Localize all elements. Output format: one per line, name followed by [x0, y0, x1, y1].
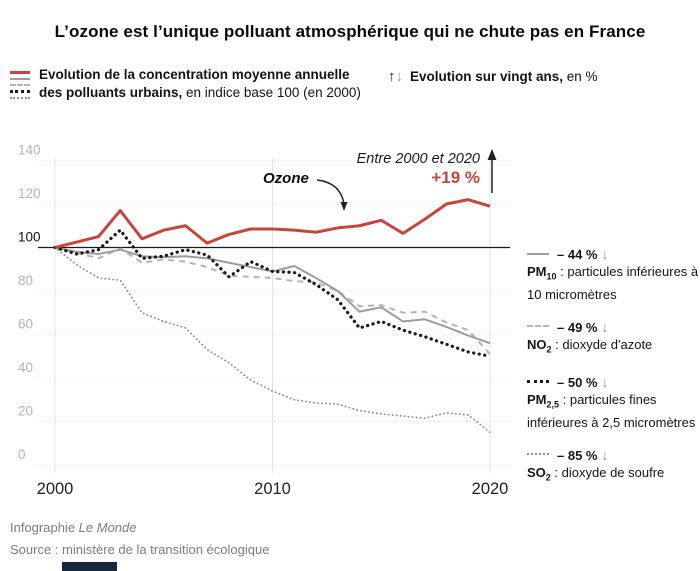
svg-text:80: 80 [18, 273, 33, 288]
svg-text:100: 100 [18, 230, 41, 245]
credit-name: Le Monde [78, 520, 137, 535]
pm25-symbol: PM2,5 [527, 392, 560, 410]
so2-change: – 85 % [557, 447, 598, 463]
series-legend: Evolution de la concentration moyenne an… [10, 66, 361, 103]
side-legend: – 44 % ↓ PM10 : particules inférieures à… [527, 246, 700, 502]
cropped-footer-element [62, 562, 117, 571]
no2-change: – 49 % [557, 319, 598, 335]
change-legend-bold: Evolution sur vingt ans, [410, 69, 564, 84]
so2-line-swatch [527, 453, 549, 456]
legend-entry-pm25: – 50 % ↓ PM2,5 : particules fines inféri… [527, 374, 700, 431]
down-arrow-icon: ↓ [395, 68, 404, 85]
ozone-series-label: Ozone [263, 170, 309, 187]
down-arrow-icon: ↓ [601, 446, 609, 464]
red-line-swatch [10, 71, 30, 74]
change-legend-regular: en % [563, 69, 598, 84]
down-arrow-icon: ↓ [601, 374, 609, 392]
down-arrow-icon: ↓ [601, 318, 609, 336]
range-annotation: Entre 2000 et 2020 [353, 151, 483, 167]
svg-text:60: 60 [18, 317, 33, 332]
credit-line: Infographie Le Monde [10, 520, 137, 535]
so2-desc: : dioxyde de soufre [550, 464, 665, 480]
pm10-change: – 44 % [557, 247, 598, 262]
legend-entry-no2: – 49 % ↓ NO2 : dioxyde d'azote [527, 319, 700, 359]
credit-prefix: Infographie [10, 520, 79, 535]
svg-text:0: 0 [18, 447, 26, 462]
pm25-change: – 50 % [557, 375, 598, 391]
no2-desc: : dioxyde d'azote [551, 336, 653, 352]
so2-symbol: SO2 [527, 464, 551, 483]
pm10-line-swatch [527, 252, 549, 255]
svg-text:2000: 2000 [37, 480, 74, 498]
svg-text:2010: 2010 [254, 480, 291, 498]
svg-text:140: 140 [18, 143, 41, 158]
gray-line-swatch [10, 78, 30, 80]
page-title: L’ozone est l’unique polluant atmosphéri… [54, 22, 646, 41]
source-line: Source : ministère de la transition écol… [10, 542, 270, 557]
no2-symbol: NO2 [527, 336, 552, 355]
legend-entry-pm10: – 44 % ↓ PM10 : particules inférieures à… [527, 246, 700, 303]
ozone-change-annotation: +19 % [428, 168, 483, 188]
svg-text:2020: 2020 [472, 480, 509, 498]
pm10-desc: : particules inférieures à 10 micromètre… [527, 264, 699, 302]
down-arrow-icon: ↓ [601, 246, 609, 263]
legend-bold-line1: Evolution de la concentration moyenne an… [39, 67, 350, 82]
change-legend: ↑↓ Evolution sur vingt ans, en % [388, 68, 598, 85]
svg-text:120: 120 [18, 186, 41, 201]
line-chart: 2000 2010 2020 0 20 40 60 80 100 120 140 [18, 143, 512, 498]
dotted-line-swatch [10, 90, 30, 93]
legend-entry-so2: – 85 % ↓ SO2 : dioxyde de soufre [527, 447, 700, 487]
svg-text:20: 20 [18, 404, 33, 419]
pm25-desc: : particules fines inférieures à 2,5 mic… [527, 392, 696, 430]
legend-bold-line2: des polluants urbains, [39, 84, 183, 100]
svg-text:40: 40 [18, 360, 33, 375]
fine-dotted-line-swatch [10, 97, 30, 99]
up-arrow-icon: ↑ [388, 68, 396, 85]
series-legend-text: Evolution de la concentration moyenne an… [39, 66, 361, 103]
no2-line-swatch [527, 325, 549, 328]
legend-regular: en indice base 100 (en 2000) [182, 84, 361, 100]
pm10-symbol: PM10 [527, 264, 557, 282]
series-legend-icon [10, 71, 30, 103]
dashed-line-swatch [10, 84, 30, 86]
pm25-line-swatch [527, 380, 549, 384]
